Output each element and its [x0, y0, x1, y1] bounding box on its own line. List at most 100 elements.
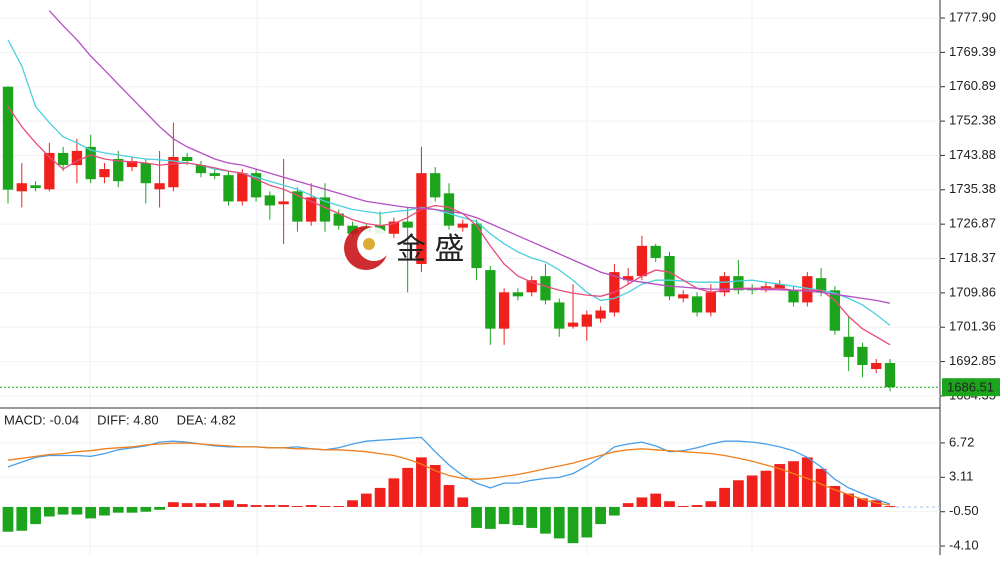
candle-body [195, 165, 207, 174]
macd-bar [540, 506, 551, 534]
candle-body [209, 173, 220, 176]
macd-bar [512, 506, 524, 526]
macd-bar [691, 505, 703, 507]
macd-bar [595, 506, 606, 525]
watermark-text: 金 盛 [396, 233, 464, 266]
macd-bar [305, 505, 317, 507]
candle-body [788, 290, 799, 303]
macd-bar [664, 501, 675, 507]
candle-body [388, 221, 400, 234]
candle-body [636, 245, 648, 277]
macd-bar [236, 504, 248, 507]
macd-bar [195, 503, 207, 507]
macd-bar [746, 475, 758, 507]
y-tick-label: 1692.85 [949, 353, 996, 368]
macd-bar [360, 493, 372, 507]
macd-bar [774, 464, 786, 507]
macd-bar [2, 506, 14, 532]
candle-body [140, 163, 151, 184]
candle-body [540, 276, 551, 301]
candle-body [443, 193, 455, 226]
candle-body [857, 346, 868, 366]
macd-bar [843, 493, 855, 507]
y-tick-label: 1735.38 [949, 181, 996, 196]
macd-bar [443, 485, 455, 507]
macd-bar [154, 506, 165, 510]
candle-body [30, 185, 41, 189]
candle-body [237, 173, 248, 202]
candle-body [71, 150, 83, 166]
candle-body [567, 322, 579, 327]
y-tick-label: 1743.88 [949, 147, 996, 162]
candle-body [678, 294, 689, 299]
candle-body [829, 290, 841, 331]
macd-bar [457, 497, 469, 507]
series-line [7, 106, 891, 346]
candle-body [402, 221, 413, 228]
candle-body [815, 278, 827, 293]
y-tick-label: 1769.39 [949, 44, 996, 59]
candle-body [319, 197, 331, 222]
y-tick-label: 3.11 [949, 469, 973, 484]
macd-bar [471, 506, 482, 528]
candle-body [278, 201, 289, 205]
macd-bar [857, 498, 868, 507]
macd-bar [85, 506, 97, 519]
macd-bar [760, 470, 772, 507]
macd-bar [333, 505, 345, 507]
candle-body [168, 156, 179, 188]
candle-body [498, 292, 510, 329]
candle-body [884, 362, 896, 388]
macd-bar [788, 461, 799, 507]
y-tick-label: 6.72 [949, 434, 974, 449]
candle-body [113, 158, 124, 182]
macd-bar [484, 506, 496, 529]
macd-bar [181, 503, 193, 507]
macd-bar [622, 503, 634, 507]
candle-body [2, 86, 14, 190]
macd-bar [30, 506, 41, 525]
macd-bar [292, 505, 303, 507]
macd-bar [719, 487, 730, 507]
candle-body [526, 280, 537, 293]
candle-body [485, 270, 496, 329]
candle-body [733, 276, 744, 291]
macd-bar [553, 506, 565, 539]
candle-body [581, 314, 592, 327]
macd-bar [112, 506, 124, 513]
candle-body [57, 152, 69, 166]
candle-body [843, 336, 854, 357]
candle-body [802, 276, 813, 303]
candle-body [622, 276, 634, 281]
y-tick-label: 1777.90 [949, 9, 996, 24]
candle-body [416, 173, 427, 265]
candle-body [264, 195, 276, 206]
last-price-box [942, 378, 1000, 397]
candle-body [292, 191, 303, 222]
macd-bar [567, 506, 579, 544]
macd-bar [223, 500, 234, 507]
series-line [7, 436, 891, 505]
macd-bar [71, 506, 83, 515]
series-line [7, 39, 891, 326]
candle-body [181, 156, 193, 162]
y-tick-label: 1726.87 [949, 216, 996, 231]
candle-body [512, 292, 524, 297]
y-tick-label: 1760.89 [949, 78, 996, 93]
legend-entry: DEA: 4.82 [177, 412, 236, 427]
macd-bar [140, 506, 152, 512]
candle-body [554, 302, 565, 329]
macd-bar [168, 502, 179, 507]
macd-bar [278, 505, 289, 507]
macd-bar [347, 500, 358, 507]
macd-bar [319, 505, 331, 507]
macd-bar [581, 506, 593, 538]
candle-body [99, 169, 110, 178]
legend-entry: DIFF: 4.80 [97, 412, 158, 427]
candle-body [85, 146, 96, 180]
y-tick-label: 1718.37 [949, 250, 996, 265]
candle-body [223, 175, 234, 202]
macd-bar [126, 506, 138, 513]
macd-bar [402, 467, 414, 507]
